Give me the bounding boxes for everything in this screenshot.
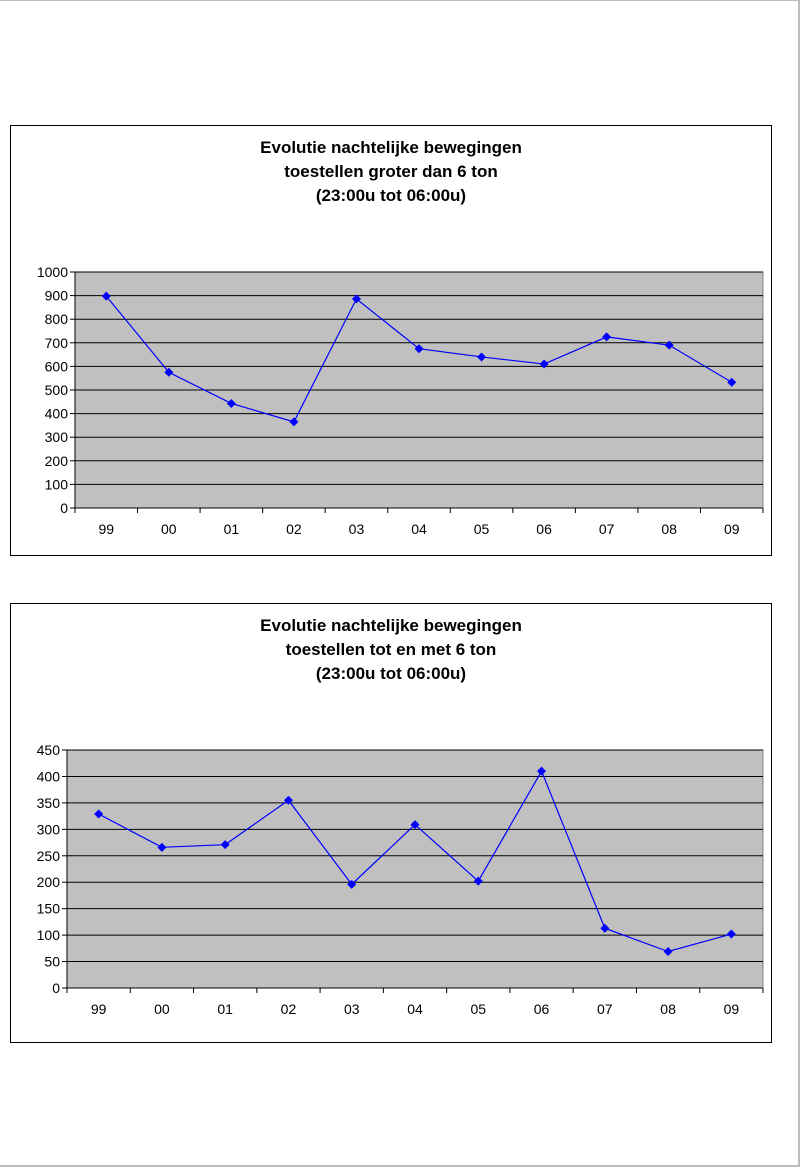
chart-1-data-point [164, 367, 174, 377]
chart-1-x-tick-label: 01 [224, 521, 240, 537]
chart-1-data-point [414, 344, 424, 354]
chart-1-title-line-2: toestellen groter dan 6 ton [284, 162, 498, 181]
chart-2-data-point [410, 820, 420, 830]
chart-2-data-point [663, 947, 673, 957]
chart-2-data-point [473, 876, 483, 886]
chart-1-data-point [226, 398, 236, 408]
chart-1-data-point [664, 340, 674, 350]
chart-1-data-point [289, 417, 299, 427]
chart-1-data-point [539, 359, 549, 369]
chart-1-title: Evolutie nachtelijke bewegingen toestell… [11, 136, 771, 208]
chart-2-data-point [537, 766, 547, 776]
chart-1-plot: 0 100 200 300 400 500 600 700 800 900 1000 99 00 01 02… [37, 264, 764, 537]
chart-2-x-tick-label: 02 [281, 1001, 297, 1017]
chart-1-x-tick-label: 03 [349, 521, 365, 537]
chart-2-data-point [157, 842, 167, 852]
chart-2-x-tick-label: 06 [534, 1001, 550, 1017]
chart-2-x-tick-label: 99 [91, 1001, 107, 1017]
chart-2-title: Evolutie nachtelijke bewegingen toestell… [11, 614, 771, 686]
chart-1-y-tick-label: 200 [45, 453, 69, 469]
chart-2-x-tick-label: 08 [660, 1001, 676, 1017]
chart-2-x-tick-label: 01 [217, 1001, 233, 1017]
chart-1-data-point [101, 291, 111, 301]
chart-2-data-point [726, 929, 736, 939]
chart-2-data-point [600, 923, 610, 933]
chart-2-y-tick-label: 400 [37, 768, 61, 784]
chart-1-data-point [727, 377, 737, 387]
chart-1-x-tick-label: 02 [286, 521, 302, 537]
chart-2-data-point [220, 840, 230, 850]
chart-1-y-tick-label: 900 [45, 288, 69, 304]
chart-1-data-point [602, 332, 612, 342]
chart-2: Evolutie nachtelijke bewegingen toestell… [10, 603, 772, 1043]
chart-1-x-tick-label: 09 [724, 521, 740, 537]
chart-2-title-line-3: (23:00u tot 06:00u) [315, 664, 467, 683]
chart-2-y-tick-label: 250 [37, 848, 61, 864]
chart-2-y-tick-label: 200 [37, 874, 61, 890]
chart-2-data-point [347, 879, 357, 889]
chart-1-x-tick-label: 00 [161, 521, 177, 537]
chart-2-x-tick-label: 00 [154, 1001, 170, 1017]
chart-2-y-tick-label: 100 [37, 927, 61, 943]
chart-2-y-tick-label: 350 [37, 795, 61, 811]
chart-1-y-tick-label: 0 [60, 500, 68, 516]
chart-1-y-tick-label: 800 [45, 311, 69, 327]
chart-1-x-tick-label: 07 [599, 521, 615, 537]
chart-1-y-tick-label: 500 [45, 382, 69, 398]
chart-2-x-tick-label: 09 [724, 1001, 740, 1017]
chart-2-y-tick-label: 150 [37, 901, 61, 917]
chart-1-y-tick-label: 100 [45, 476, 69, 492]
chart-2-title-line-1: Evolutie nachtelijke bewegingen [260, 616, 522, 635]
chart-2-data-point [94, 809, 104, 819]
chart-2-x-tick-label: 05 [470, 1001, 486, 1017]
chart-1-y-tick-label: 400 [45, 406, 69, 422]
chart-2-y-tick-label: 0 [52, 980, 60, 996]
chart-2-data-point [283, 795, 293, 805]
chart-2-x-tick-label: 04 [407, 1001, 423, 1017]
chart-1-x-tick-label: 06 [536, 521, 552, 537]
chart-1-title-line-3: (23:00u tot 06:00u) [315, 186, 467, 205]
chart-1-data-point [351, 294, 361, 304]
chart-2-x-tick-label: 07 [597, 1001, 613, 1017]
chart-1-x-tick-label: 05 [474, 521, 490, 537]
chart-1-x-tick-label: 99 [98, 521, 114, 537]
chart-2-y-tick-label: 50 [44, 954, 60, 970]
chart-2-x-tick-label: 03 [344, 1001, 360, 1017]
chart-2-title-line-2: toestellen tot en met 6 ton [285, 640, 497, 659]
chart-1-x-tick-label: 08 [661, 521, 677, 537]
chart-2-y-tick-label: 450 [37, 742, 61, 758]
chart-2-plot-area [66, 749, 764, 989]
chart-1-y-tick-label: 300 [45, 429, 69, 445]
chart-1-y-tick-label: 1000 [37, 264, 68, 280]
chart-1-y-tick-label: 700 [45, 335, 69, 351]
chart-1: Evolutie nachtelijke bewegingen toestell… [10, 125, 772, 556]
chart-1-data-point [477, 352, 487, 362]
chart-2-y-tick-label: 300 [37, 821, 61, 837]
chart-1-x-tick-label: 04 [411, 521, 427, 537]
chart-1-y-tick-label: 600 [45, 358, 69, 374]
chart-1-title-line-1: Evolutie nachtelijke bewegingen [260, 138, 522, 157]
